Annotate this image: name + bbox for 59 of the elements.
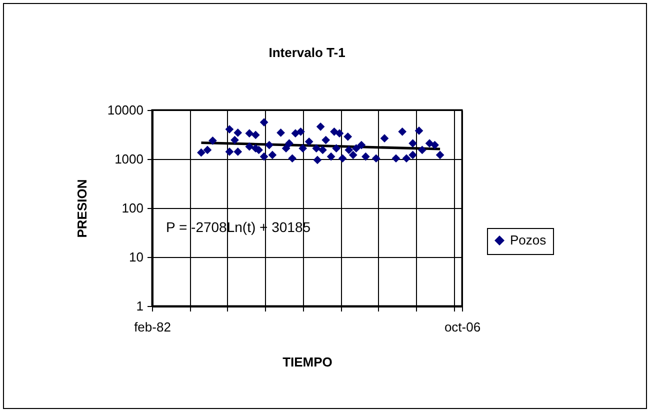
- point: [316, 122, 325, 131]
- point: [338, 154, 347, 163]
- point: [276, 128, 285, 137]
- point: [398, 128, 407, 136]
- x-tick-label: feb-82: [134, 320, 171, 334]
- point: [372, 154, 380, 163]
- y-axis-title: PRESION: [74, 179, 90, 238]
- point: [245, 142, 254, 151]
- point: [285, 139, 294, 148]
- point: [230, 136, 239, 144]
- point: [344, 146, 354, 154]
- y-tick-label: 100: [122, 200, 144, 216]
- point: [251, 130, 260, 140]
- point: [380, 134, 389, 143]
- point: [268, 150, 277, 160]
- point: [344, 132, 352, 141]
- y-tick-label: 1: [136, 298, 144, 314]
- point: [361, 152, 370, 161]
- point: [436, 150, 444, 160]
- point: [352, 144, 360, 153]
- point: [197, 148, 206, 157]
- point: [418, 146, 426, 154]
- y-tick-label: 1000: [114, 152, 144, 166]
- point: [318, 146, 327, 154]
- point: [430, 140, 439, 150]
- point: [414, 126, 424, 135]
- point: [313, 156, 322, 164]
- point: [265, 140, 274, 150]
- x-axis-title: TIEMPO: [282, 354, 332, 370]
- point: [402, 154, 411, 163]
- point: [225, 148, 234, 156]
- point: [260, 152, 268, 161]
- point: [225, 125, 234, 134]
- point: [312, 144, 321, 153]
- point: [335, 129, 344, 138]
- point: [208, 136, 217, 145]
- point: [348, 150, 358, 160]
- point: [392, 154, 400, 163]
- point: [288, 154, 296, 163]
- legend-label: Pozos: [510, 232, 547, 248]
- point: [408, 150, 417, 160]
- point: [304, 137, 314, 146]
- point: [282, 144, 290, 153]
- y-tick-label: 10: [129, 250, 144, 264]
- chart-title: Intervalo T-1: [268, 45, 346, 60]
- y-tick-label: 10000: [107, 102, 144, 118]
- point: [245, 129, 254, 138]
- point: [296, 128, 305, 136]
- point: [298, 144, 308, 153]
- point: [260, 118, 268, 126]
- point: [408, 139, 417, 148]
- point: [234, 148, 242, 156]
- point: [203, 146, 212, 154]
- point: [357, 140, 366, 150]
- point: [326, 152, 336, 161]
- x-tick-label: oct-06: [444, 320, 481, 334]
- point: [234, 128, 242, 137]
- point: [322, 136, 330, 144]
- point: [332, 144, 341, 153]
